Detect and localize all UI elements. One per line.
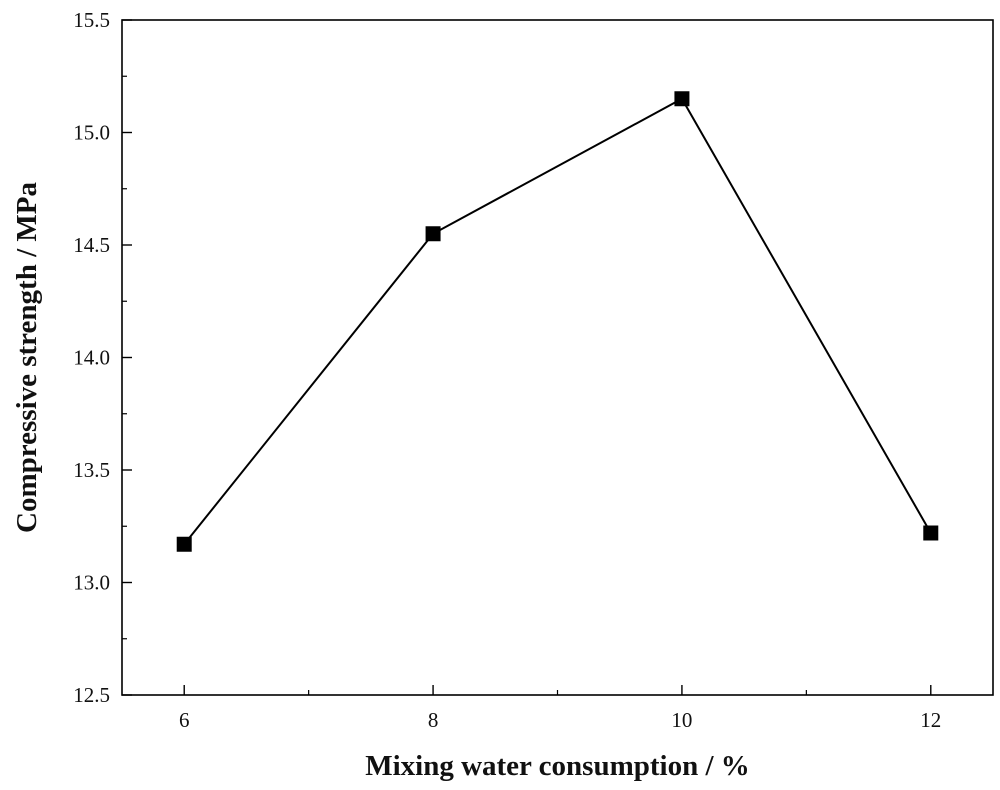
- series-line: [183, 97, 932, 545]
- data-point-marker: [425, 226, 441, 242]
- y-tick-label: 13.0: [73, 571, 110, 595]
- x-tick-label: 8: [428, 708, 439, 732]
- x-tick-label: 10: [671, 708, 692, 732]
- y-tick-label: 13.5: [73, 458, 110, 482]
- series-line-group: [183, 97, 932, 545]
- y-tick-label: 14.0: [73, 346, 110, 370]
- data-point-marker: [923, 525, 939, 541]
- y-tick-label: 12.5: [73, 683, 110, 707]
- axis-labels: Mixing water consumption / % Compressive…: [11, 182, 750, 782]
- plot-frame: [121, 19, 994, 696]
- y-tick-label: 15.5: [73, 8, 110, 32]
- y-tick-label: 15.0: [73, 121, 110, 145]
- x-tick-label: 12: [920, 708, 941, 732]
- data-point-marker: [176, 536, 192, 552]
- x-axis-title: Mixing water consumption / %: [365, 750, 750, 782]
- y-tick-label: 14.5: [73, 233, 110, 257]
- axes: 6 8 10 12 12.5 13.0 13.5 14.0 14.5 15.0 15.5: [73, 8, 994, 732]
- series-marker-group: [176, 91, 939, 552]
- y-axis-title: Compressive strength / MPa: [11, 182, 43, 533]
- data-point-marker: [674, 91, 690, 107]
- x-tick-label: 6: [179, 708, 190, 732]
